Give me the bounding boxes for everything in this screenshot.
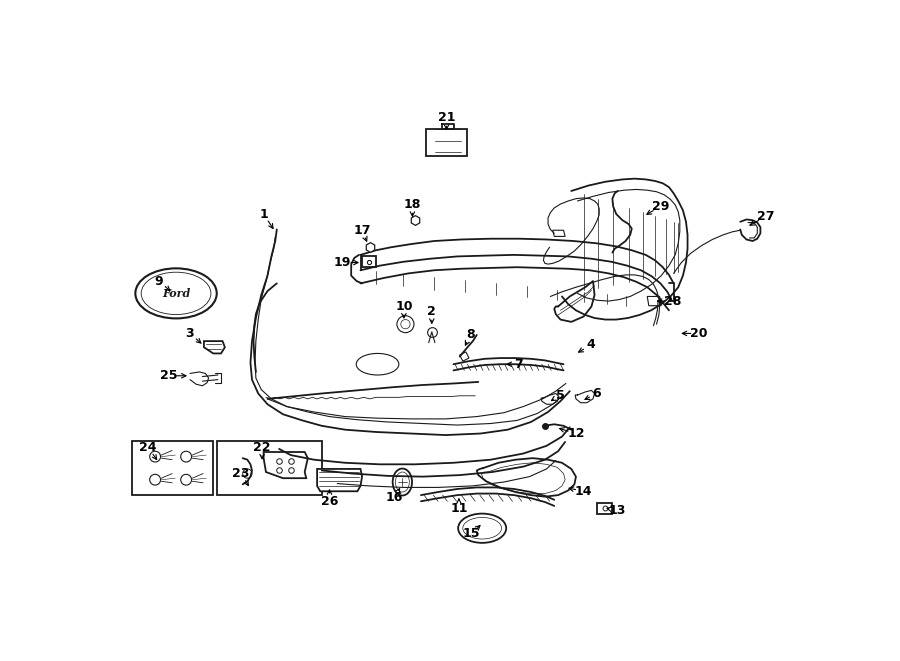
Text: 17: 17 <box>354 223 371 237</box>
Polygon shape <box>204 341 225 354</box>
Ellipse shape <box>458 514 506 543</box>
Text: 22: 22 <box>253 441 271 454</box>
Polygon shape <box>264 452 308 478</box>
Text: 27: 27 <box>757 210 775 223</box>
Text: 28: 28 <box>664 295 681 307</box>
Text: 23: 23 <box>232 467 250 480</box>
Polygon shape <box>460 352 469 361</box>
Text: 29: 29 <box>652 200 669 213</box>
Text: 14: 14 <box>575 485 592 498</box>
Text: 4: 4 <box>586 338 595 352</box>
Text: 6: 6 <box>592 387 601 400</box>
Text: 16: 16 <box>386 491 403 504</box>
Text: 20: 20 <box>690 327 708 340</box>
Polygon shape <box>317 469 362 491</box>
Text: 2: 2 <box>428 305 436 319</box>
Text: 8: 8 <box>466 329 475 342</box>
Text: 10: 10 <box>395 300 412 313</box>
Text: 5: 5 <box>556 389 565 401</box>
Text: 1: 1 <box>259 208 268 221</box>
Text: 3: 3 <box>185 327 194 340</box>
Ellipse shape <box>392 469 412 496</box>
Text: 18: 18 <box>404 198 421 212</box>
Ellipse shape <box>243 469 252 478</box>
Ellipse shape <box>181 451 192 462</box>
Text: 12: 12 <box>567 427 585 440</box>
Bar <box>217 442 322 495</box>
Text: 7: 7 <box>514 358 523 371</box>
Ellipse shape <box>397 316 414 332</box>
Text: 13: 13 <box>608 504 626 517</box>
Bar <box>132 442 213 495</box>
Ellipse shape <box>181 475 192 485</box>
Text: 25: 25 <box>159 369 177 382</box>
Ellipse shape <box>135 268 217 319</box>
Text: 9: 9 <box>155 274 163 288</box>
Ellipse shape <box>149 451 160 462</box>
Text: Ford: Ford <box>162 288 190 299</box>
Text: 19: 19 <box>334 256 351 269</box>
Ellipse shape <box>149 475 160 485</box>
Text: 24: 24 <box>140 441 157 454</box>
Text: 26: 26 <box>320 495 338 508</box>
Text: 11: 11 <box>450 502 468 515</box>
Text: 21: 21 <box>437 111 455 124</box>
Text: 15: 15 <box>463 527 480 540</box>
